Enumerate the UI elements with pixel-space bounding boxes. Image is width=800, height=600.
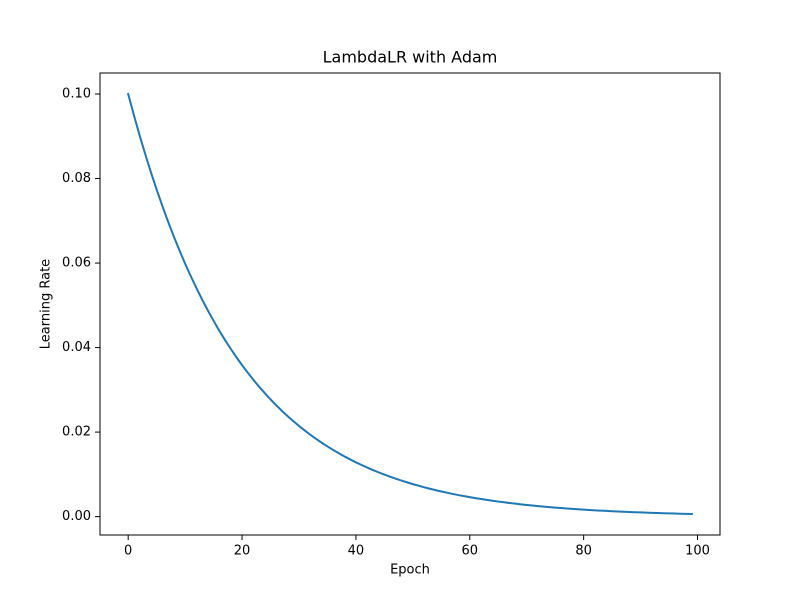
x-tick-label: 80	[575, 544, 592, 559]
x-tick-label: 40	[348, 544, 365, 559]
x-tick-label: 20	[234, 544, 251, 559]
y-axis-label: Learning Rate	[39, 259, 54, 349]
x-axis-label: Epoch	[390, 563, 430, 578]
y-tick-label: 0.00	[62, 509, 91, 524]
x-tick-label: 100	[685, 544, 710, 559]
y-tick-label: 0.02	[62, 425, 91, 440]
y-tick-label: 0.04	[62, 340, 91, 355]
x-tick-label: 0	[124, 544, 132, 559]
data-line	[126, 92, 693, 516]
y-tick-label: 0.10	[62, 87, 91, 102]
plot-frame	[99, 72, 721, 536]
chart-title: LambdaLR with Adam	[323, 48, 498, 67]
y-tick-label: 0.06	[62, 256, 91, 271]
y-tick-label: 0.08	[62, 171, 91, 186]
x-tick-label: 60	[462, 544, 479, 559]
